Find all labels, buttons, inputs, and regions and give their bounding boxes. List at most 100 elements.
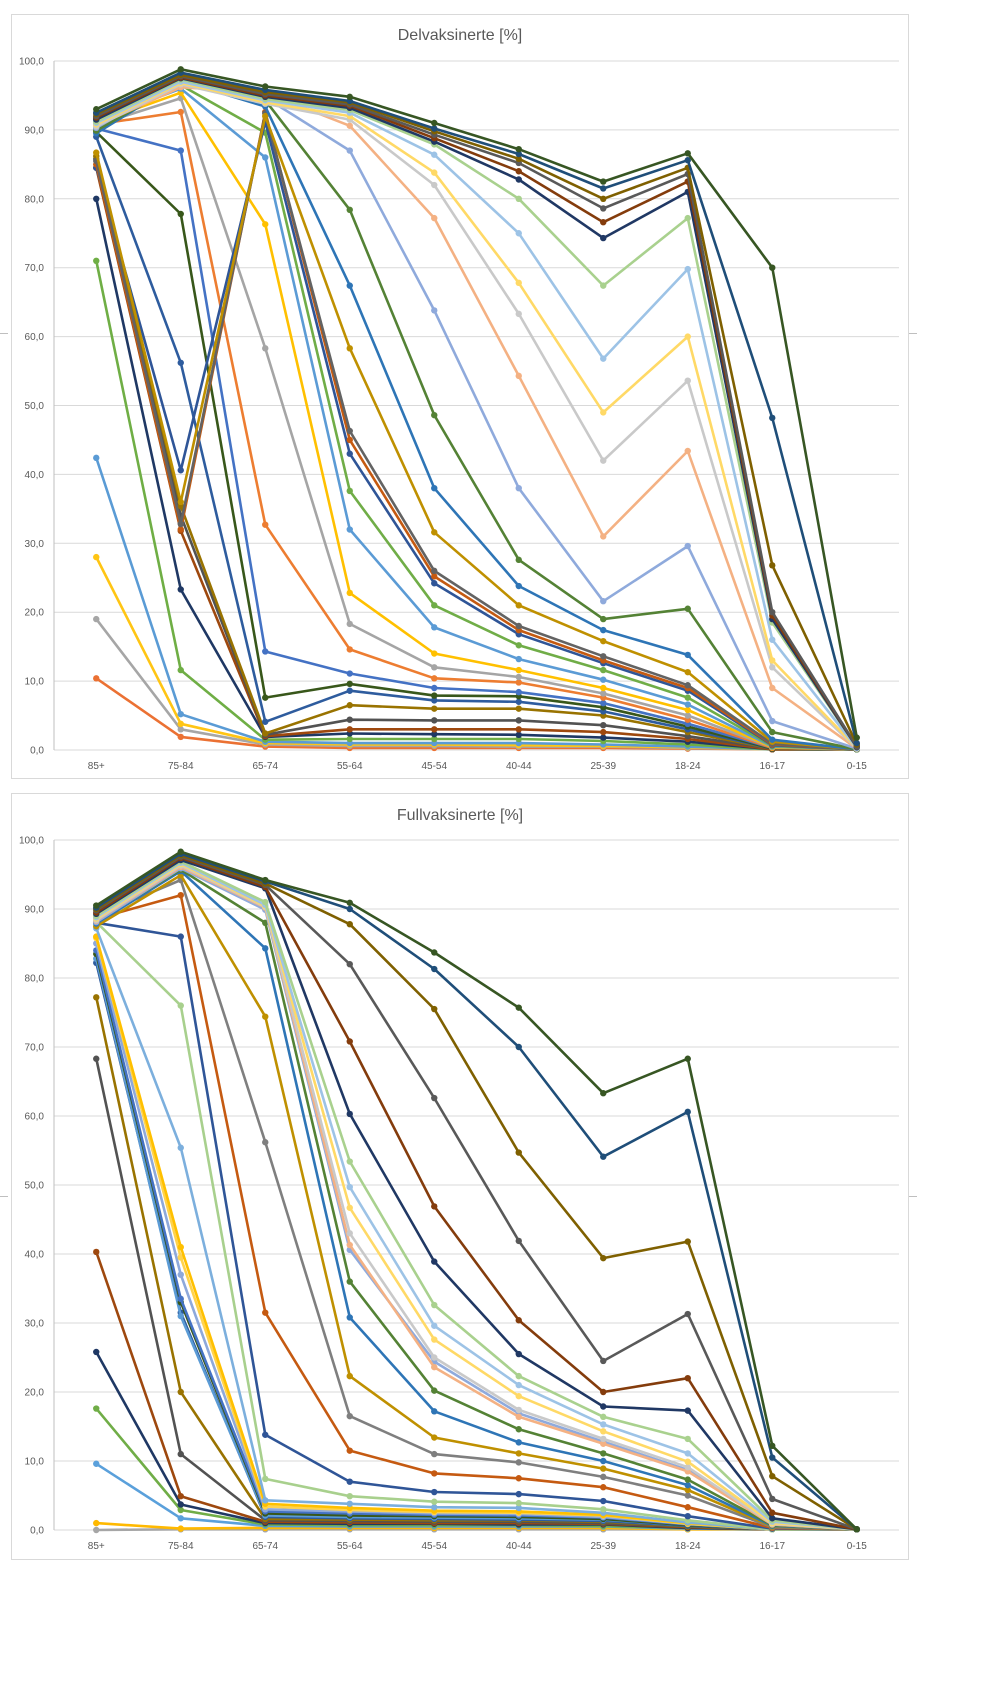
data-point [346,1110,353,1118]
data-point [769,264,776,271]
data-point [93,553,100,561]
chart-fullvaksinerte: Fullvaksinerte [%] 0,0 10,0 20,0 30,0 40,0 50… [11,793,909,1560]
x-tick-label: 25-39 [590,1541,616,1552]
data-point [93,195,100,202]
series-line [95,112,859,751]
data-point [431,1504,438,1511]
series-line [95,83,859,751]
data-point [346,735,353,743]
data-point [346,589,353,597]
data-series [93,850,860,1533]
series-line [95,80,859,750]
y-tick-label: 50,0 [25,401,45,412]
data-point [346,920,353,928]
data-point [515,688,522,696]
data-point [177,147,184,154]
series-line [95,67,859,739]
data-series [93,66,860,741]
data-point [769,717,776,725]
data-point [515,673,522,681]
series-line [95,81,859,750]
data-point [600,1403,607,1410]
data-point [600,282,607,289]
data-point [431,717,438,724]
data-point [93,902,100,909]
data-point [600,1473,607,1481]
data-point [600,684,607,692]
series-line [95,850,859,1531]
data-point [177,1312,184,1320]
data-point [431,573,438,580]
data-point [346,1204,353,1211]
data-point [262,1431,269,1438]
data-point [600,1465,607,1472]
data-point [177,526,184,533]
data-point [600,219,607,226]
data-point [684,701,691,708]
data-point [515,1237,522,1245]
chart-delvaksinerte: Delvaksinerte [%] 0,0 10,0 20,0 30,0 40,0 50,… [11,14,909,779]
data-point [769,609,776,616]
data-point [600,1090,607,1097]
data-point [431,965,438,973]
y-tick-label: 100,0 [19,57,44,68]
data-point [431,684,438,692]
data-point [684,1435,691,1443]
data-point [684,668,691,676]
chart-delvaksinerte-svg: Delvaksinerte [%] 0,0 10,0 20,0 30,0 40,0 50,… [19,27,899,772]
series-line [95,87,859,751]
data-point [515,484,522,492]
data-point [93,1348,100,1356]
data-point [346,1412,353,1420]
data-point [600,1506,607,1513]
series-line [95,865,859,1531]
data-point [769,636,776,643]
data-point [431,1094,438,1102]
data-point [177,66,184,73]
data-point [431,1005,438,1013]
x-tick-label: 0-15 [847,761,867,772]
data-point [431,730,438,738]
data-point [600,205,607,212]
data-point [600,234,607,242]
data-point [684,265,691,273]
data-point [431,1363,438,1371]
data-point [515,655,522,663]
data-point [769,657,776,664]
data-point [769,1515,776,1522]
data-point [684,1238,691,1245]
data-point [684,1513,691,1520]
data-point [515,1450,522,1457]
data-point [515,150,522,158]
data-point [769,562,776,569]
data-point [600,409,607,416]
x-tick-label: 0-15 [847,1541,867,1552]
data-point [177,726,184,733]
data-point [262,648,269,655]
data-point [177,1492,184,1500]
data-point [346,526,353,533]
data-point [177,210,184,218]
data-point [600,1457,607,1465]
y-tick-label: 50,0 [25,1181,45,1192]
data-point [431,675,438,682]
y-tick-label: 10,0 [25,1457,45,1468]
data-point [684,1481,691,1489]
data-point [684,447,691,455]
series-line [95,130,859,751]
chart-title: Fullvaksinerte [%] [397,807,523,824]
x-tick-label: 16-17 [759,761,785,772]
data-point [346,1478,353,1485]
data-series [93,871,860,1533]
series-line [95,921,859,1531]
data-point [684,1464,691,1471]
y-tick-label: 10,0 [25,677,45,688]
data-point [93,454,100,462]
series-line [95,79,859,751]
crop-mark-right [909,1196,917,1197]
series-line [95,864,859,1531]
y-tick-label: 30,0 [25,1319,45,1330]
series-line [95,78,859,749]
data-point [93,1526,100,1534]
data-point [684,1108,691,1116]
